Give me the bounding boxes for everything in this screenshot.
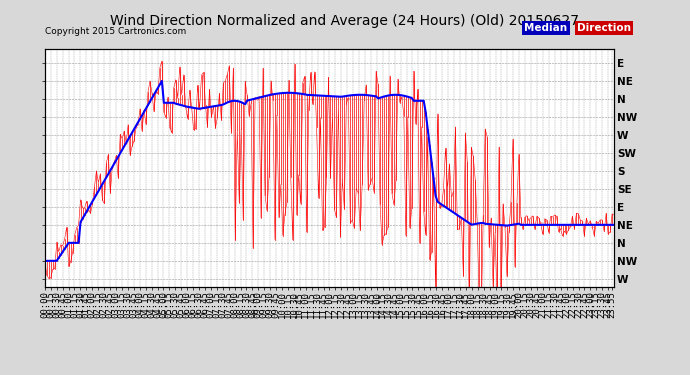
Text: Wind Direction Normalized and Average (24 Hours) (Old) 20150627: Wind Direction Normalized and Average (2… <box>110 13 580 28</box>
Text: Direction: Direction <box>577 23 631 33</box>
Text: Copyright 2015 Cartronics.com: Copyright 2015 Cartronics.com <box>45 27 186 36</box>
Text: Median: Median <box>524 23 567 33</box>
